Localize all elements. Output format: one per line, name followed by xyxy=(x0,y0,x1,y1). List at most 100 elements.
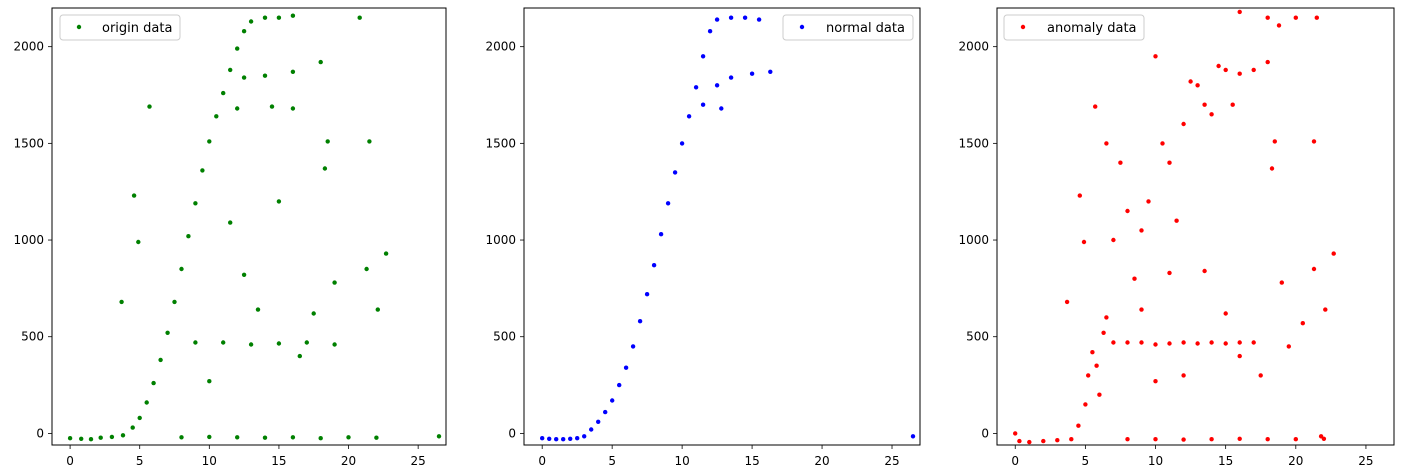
data-point xyxy=(88,437,94,442)
y-tick-label: 2000 xyxy=(958,40,989,54)
data-point xyxy=(1125,340,1130,345)
data-point xyxy=(1153,342,1158,347)
y-tick-label: 2000 xyxy=(485,40,516,54)
data-point xyxy=(147,104,152,109)
data-point xyxy=(1209,437,1214,442)
data-point xyxy=(374,435,379,440)
data-point xyxy=(1104,315,1109,320)
data-point xyxy=(623,365,629,370)
data-point xyxy=(1237,340,1242,345)
data-point xyxy=(1167,270,1172,276)
data-point xyxy=(1237,436,1242,441)
data-point xyxy=(235,46,240,51)
data-point xyxy=(269,104,275,109)
data-point xyxy=(1318,434,1324,439)
data-point xyxy=(1293,437,1299,442)
data-point xyxy=(1055,438,1060,443)
data-point xyxy=(214,114,219,119)
data-point xyxy=(221,340,226,345)
legend-origin: origin data xyxy=(59,14,181,41)
data-point xyxy=(1167,160,1172,165)
legend-box xyxy=(1003,14,1145,41)
data-point xyxy=(1146,199,1151,204)
data-point xyxy=(651,263,657,268)
data-point xyxy=(241,75,247,80)
data-point xyxy=(1181,437,1186,442)
legend-normal: normal data xyxy=(782,14,914,41)
legend-marker xyxy=(799,24,805,30)
data-point xyxy=(568,436,573,441)
data-point xyxy=(1094,363,1099,368)
x-tick-label: 25 xyxy=(411,454,426,468)
data-point xyxy=(1265,437,1270,442)
data-point xyxy=(383,251,389,256)
data-point xyxy=(332,280,337,285)
data-point xyxy=(120,433,126,438)
data-point xyxy=(1093,104,1098,109)
data-point xyxy=(1041,438,1046,444)
data-point xyxy=(367,139,372,144)
data-point xyxy=(665,201,671,206)
data-point xyxy=(728,75,734,80)
data-point xyxy=(561,437,566,442)
x-tick-label: 15 xyxy=(271,454,286,468)
data-point xyxy=(1286,344,1292,349)
data-point xyxy=(1153,437,1158,442)
data-point xyxy=(1265,15,1270,20)
data-point xyxy=(693,85,699,90)
data-point xyxy=(276,15,282,20)
data-point xyxy=(311,311,316,316)
y-tick-label: 1000 xyxy=(485,233,516,247)
data-point xyxy=(768,69,773,75)
data-point xyxy=(910,434,916,439)
x-tick-label: 0 xyxy=(66,454,74,468)
legend-marker xyxy=(76,24,82,30)
data-point xyxy=(1125,437,1130,442)
data-point xyxy=(617,382,622,388)
data-point xyxy=(179,266,184,272)
plot-frame xyxy=(996,7,1395,446)
anomaly-data-points xyxy=(1013,9,1336,445)
x-tick-label: 10 xyxy=(202,454,217,468)
scatter-panel-origin: 0 5 10 15 20 25 0 500 1000 1500 2000 origin data xyxy=(13,7,447,468)
data-point xyxy=(290,106,296,111)
y-tick-label: 0 xyxy=(981,426,989,440)
data-point xyxy=(262,73,268,78)
data-point xyxy=(686,114,692,119)
data-point xyxy=(1300,321,1306,326)
data-point xyxy=(255,307,261,312)
x-tick-label: 15 xyxy=(1218,454,1233,468)
data-point xyxy=(1237,9,1242,15)
data-point xyxy=(1223,311,1228,316)
data-point xyxy=(290,13,296,18)
y-tick-label: 1500 xyxy=(13,136,44,150)
legend-box xyxy=(782,14,914,41)
legend-label: normal data xyxy=(826,21,905,36)
data-point xyxy=(364,266,369,272)
data-point xyxy=(1181,340,1186,345)
plot-frame xyxy=(523,7,921,446)
data-point xyxy=(1195,341,1200,346)
data-point xyxy=(137,415,142,421)
data-point xyxy=(165,330,170,335)
data-point xyxy=(714,17,720,22)
data-point xyxy=(1174,218,1179,223)
data-point xyxy=(290,69,296,75)
data-point xyxy=(1104,141,1109,146)
legend-box xyxy=(59,14,181,41)
data-point xyxy=(1311,266,1317,272)
x-tick-label: 5 xyxy=(136,454,144,468)
data-point xyxy=(346,435,351,440)
plot-frame xyxy=(51,7,447,446)
scatter-panel-anomaly: 0 5 10 15 20 25 0 500 1000 1500 2000 anomaly data xyxy=(958,7,1395,468)
data-point xyxy=(1279,280,1285,285)
x-tick-label: 10 xyxy=(1148,454,1163,468)
data-point xyxy=(172,299,177,305)
data-point xyxy=(1181,121,1186,127)
data-point xyxy=(297,353,302,359)
x-tick-label: 10 xyxy=(674,454,689,468)
data-point xyxy=(1118,160,1123,165)
data-point xyxy=(109,434,115,440)
data-point xyxy=(136,239,141,245)
data-point xyxy=(221,90,226,96)
